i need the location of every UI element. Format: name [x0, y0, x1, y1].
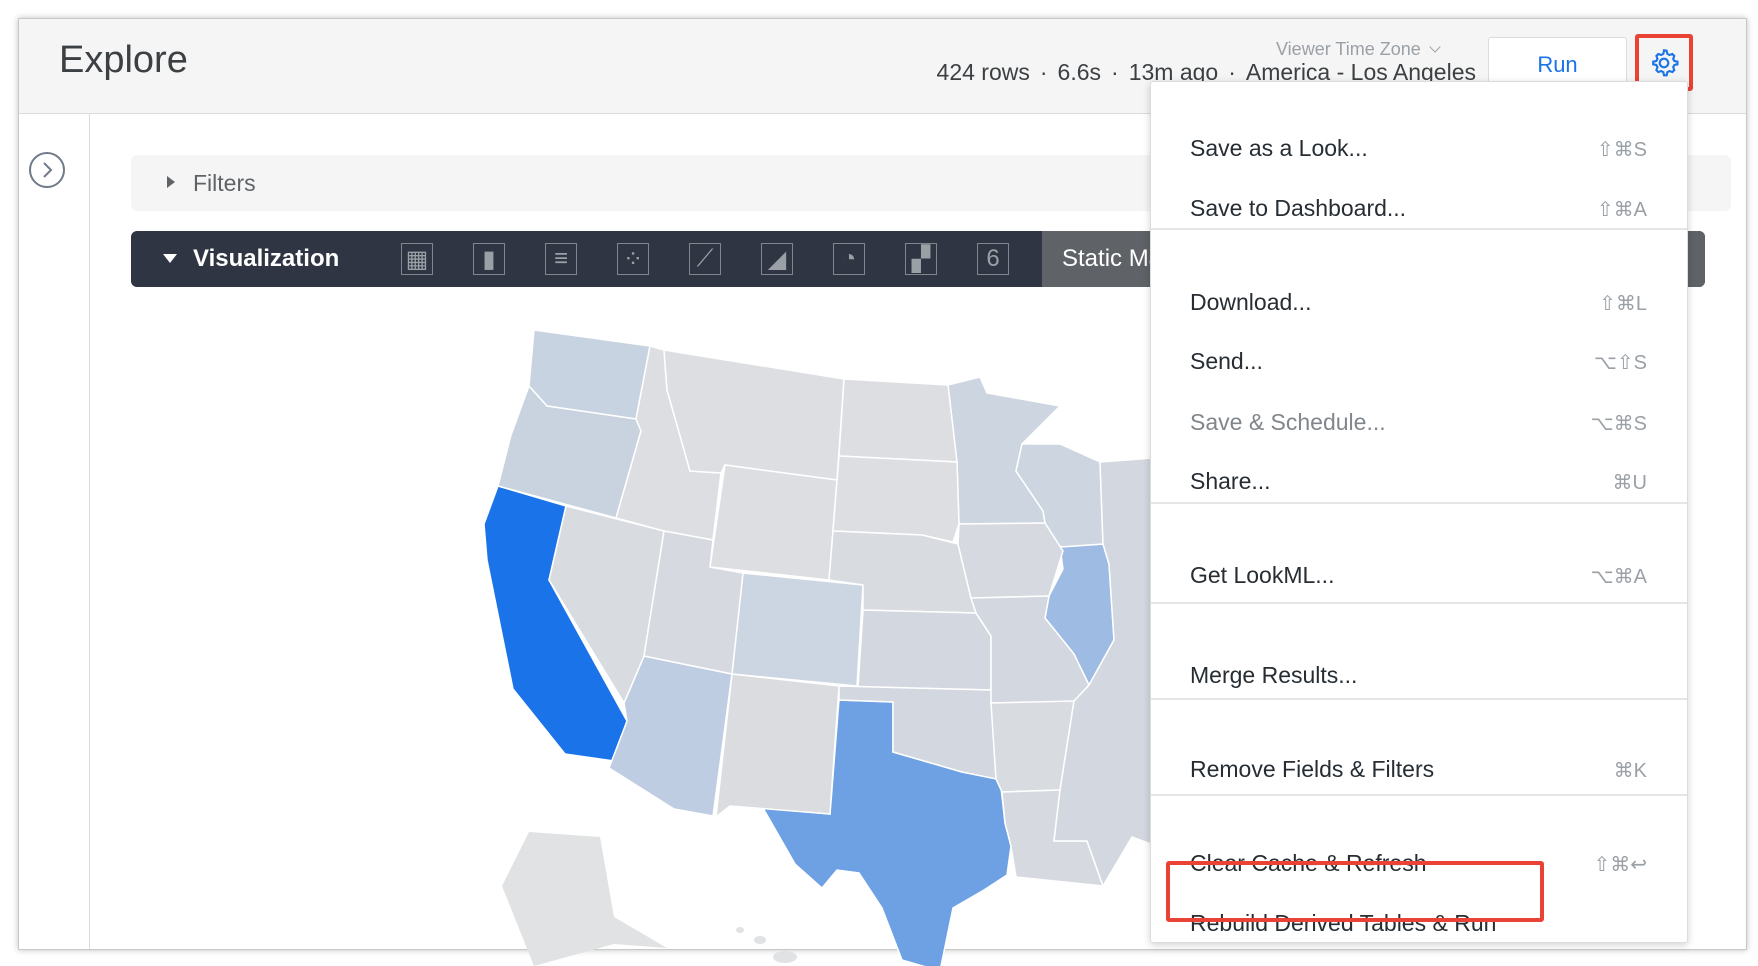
timezone-value: America - Los Angeles — [1245, 59, 1476, 85]
state-nd[interactable] — [838, 378, 958, 463]
state-hi[interactable] — [736, 927, 744, 933]
area-chart-icon[interactable]: ◢ — [761, 243, 793, 275]
row-count: 424 rows — [936, 59, 1030, 85]
left-sidebar — [19, 114, 90, 949]
menu-item-label: Save & Schedule... — [1190, 409, 1386, 435]
menu-divider — [1151, 602, 1687, 604]
table-icon[interactable]: ▦ — [401, 243, 433, 275]
page-title: Explore — [59, 39, 188, 81]
menu-item-label: Share... — [1190, 468, 1271, 494]
filters-label: Filters — [193, 170, 256, 196]
menu-item[interactable]: Save to Dashboard... ⇧⌘A — [1151, 183, 1687, 233]
separator: · — [1228, 59, 1236, 85]
header: Explore Viewer Time Zone 424 rows · 6.6s · 1… — [19, 19, 1746, 114]
single-value-icon[interactable]: 6 — [977, 243, 1009, 275]
gear-icon — [1652, 48, 1679, 76]
gear-dropdown-menu: Save as a Look... ⇧⌘S Save to Dashboard...… — [1150, 81, 1688, 943]
menu-divider — [1151, 502, 1687, 504]
state-hi[interactable] — [773, 951, 797, 963]
menu-item-shortcut: ⌥⌘S — [1590, 413, 1647, 435]
menu-divider — [1151, 698, 1687, 700]
menu-item-label: Merge Results... — [1190, 662, 1358, 688]
menu-item-label: Download... — [1190, 289, 1312, 315]
menu-item-shortcut: ⇧⌘↩ — [1593, 854, 1647, 876]
run-age: 13m ago — [1128, 59, 1219, 85]
timezone-dropdown[interactable]: Viewer Time Zone — [1276, 39, 1441, 60]
query-stats: 424 rows · 6.6s · 13m ago · America - Los Ange… — [937, 59, 1476, 86]
menu-item[interactable]: Merge Results... — [1151, 650, 1687, 700]
map-icon[interactable]: ▞ — [905, 243, 937, 275]
highlight-box — [1166, 861, 1544, 922]
menu-item-shortcut: ⌘U — [1612, 472, 1647, 494]
separator: · — [1039, 59, 1048, 85]
state-wy[interactable] — [709, 464, 838, 581]
expand-sidebar-button[interactable] — [29, 152, 65, 188]
runtime: 6.6s — [1057, 59, 1102, 85]
menu-item[interactable]: Get LookML... ⌥⌘A — [1151, 550, 1687, 600]
menu-item-shortcut: ⇧⌘A — [1596, 199, 1647, 221]
scatter-icon[interactable]: ⁘ — [617, 243, 649, 275]
visualization-type-icons: ▦ ▮ ≡ ⁘ ⟋ ◢ ◔ ▞ 6 — [401, 243, 1009, 275]
state-mt[interactable] — [663, 349, 845, 481]
menu-divider — [1151, 794, 1687, 796]
state-hi[interactable] — [754, 936, 766, 944]
caret-down-icon — [163, 254, 177, 263]
menu-item-label: Rebuild Derived Tables & Run — [1190, 910, 1497, 936]
state-ia[interactable] — [957, 522, 1064, 599]
state-ks[interactable] — [857, 609, 992, 691]
menu-item[interactable]: Save & Schedule... ⌥⌘S — [1151, 397, 1687, 447]
menu-item-shortcut: ⌥⇧S — [1593, 352, 1647, 374]
chevron-right-icon — [43, 162, 53, 178]
visualization-label: Visualization — [193, 245, 340, 272]
menu-item-shortcut: ⌘K — [1613, 760, 1647, 782]
column-chart-icon[interactable]: ▮ — [473, 243, 505, 275]
state-co[interactable] — [731, 572, 864, 687]
menu-item-label: Send... — [1190, 348, 1263, 374]
pie-chart-icon[interactable]: ◔ — [833, 243, 865, 275]
separator: · — [1111, 59, 1119, 85]
state-sd[interactable] — [832, 455, 960, 543]
menu-item-shortcut: ⌥⌘A — [1590, 566, 1647, 588]
menu-item-label: Save as a Look... — [1190, 135, 1368, 161]
menu-item[interactable]: Download... ⇧⌘L — [1151, 277, 1687, 327]
bar-chart-icon[interactable]: ≡ — [545, 243, 577, 275]
menu-item[interactable]: Share... ⌘U — [1151, 456, 1687, 506]
menu-item-label: Save to Dashboard... — [1190, 195, 1407, 221]
menu-item-shortcut: ⇧⌘L — [1599, 293, 1647, 315]
menu-divider — [1151, 228, 1687, 230]
timezone-label: Viewer Time Zone — [1276, 39, 1421, 59]
menu-item[interactable]: Save as a Look... ⇧⌘S — [1151, 123, 1687, 173]
state-nm[interactable] — [715, 673, 840, 819]
caret-right-icon — [167, 176, 175, 188]
menu-item[interactable]: Remove Fields & Filters ⌘K — [1151, 744, 1687, 794]
menu-item-label: Remove Fields & Filters — [1190, 756, 1435, 782]
line-chart-icon[interactable]: ⟋ — [689, 243, 721, 275]
menu-item-label: Get LookML... — [1190, 562, 1335, 588]
menu-item[interactable]: Send... ⌥⇧S — [1151, 336, 1687, 386]
state-ut[interactable] — [643, 530, 744, 675]
menu-item[interactable]: Rebuild Derived Tables & Run — [1151, 898, 1687, 948]
state-ak[interactable] — [502, 832, 667, 966]
menu-item-shortcut: ⇧⌘S — [1596, 139, 1647, 161]
